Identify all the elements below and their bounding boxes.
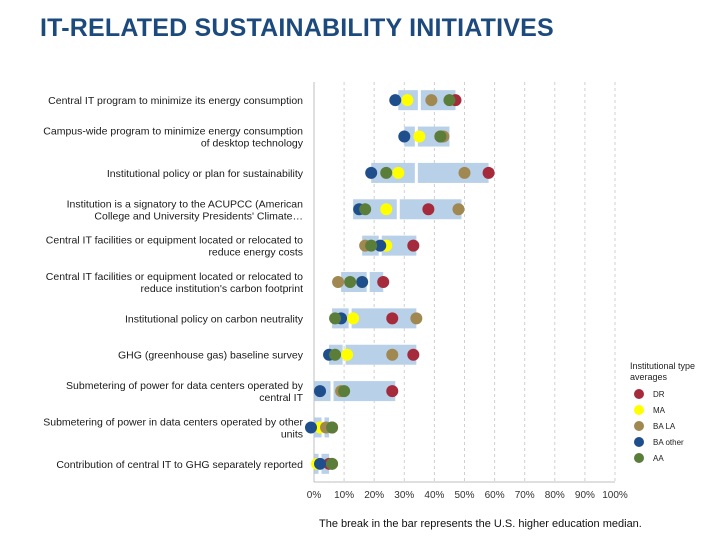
x-tick-label: 30%	[394, 490, 414, 501]
range-bar-high	[369, 272, 384, 292]
x-tick-label: 20%	[364, 490, 384, 501]
category-label: Central IT program to minimize its energ…	[48, 95, 303, 107]
slide-title: IT-RELATED SUSTAINABILITY INITIATIVES	[40, 14, 554, 42]
x-tick-label: 100%	[602, 490, 628, 501]
data-point-ba-other	[365, 166, 378, 179]
data-point-ba-other	[356, 276, 369, 288]
data-point-ba-la	[458, 166, 471, 179]
legend-label: BA other	[653, 438, 684, 447]
data-point-aa	[326, 421, 339, 434]
data-point-aa	[338, 385, 351, 398]
data-point-dr	[407, 348, 420, 361]
x-tick-label: 80%	[545, 490, 565, 501]
x-tick-label: 10%	[334, 490, 354, 501]
footnote: The break in the bar represents the U.S.…	[319, 518, 642, 530]
data-point-ma	[341, 348, 354, 361]
range-bar-high	[351, 308, 417, 329]
data-point-aa	[329, 312, 342, 325]
data-point-aa	[434, 130, 447, 143]
category-label: central IT	[259, 392, 303, 404]
data-point-ba-other	[398, 130, 411, 143]
category-label: reduce energy costs	[208, 247, 303, 259]
data-point-aa	[326, 457, 339, 470]
legend-title: Institutional type averages	[630, 361, 696, 382]
x-tick-label: 90%	[575, 490, 595, 501]
data-point-ba-other	[314, 385, 327, 398]
range-bar-high	[345, 344, 417, 365]
data-point-dr	[422, 203, 435, 216]
data-point-ba-la	[410, 312, 423, 325]
data-point-ma	[347, 312, 360, 325]
category-label: units	[281, 428, 303, 440]
data-point-dr	[377, 276, 390, 288]
data-point-aa	[344, 276, 357, 288]
legend-swatch	[634, 389, 644, 399]
data-point-dr	[386, 312, 399, 325]
legend-swatch	[634, 437, 644, 447]
data-point-aa	[359, 203, 372, 216]
data-point-dr	[482, 166, 495, 179]
data-point-aa	[365, 239, 378, 252]
x-tick-labels: 0% 10% 20% 30% 40% 50% 60% 70% 80% 90% 100%	[307, 490, 628, 501]
category-label: GHG (greenhouse gas) baseline survey	[118, 350, 304, 362]
data-point-ba-la	[332, 276, 345, 288]
data-point-dr	[407, 239, 420, 252]
range-bar-high	[333, 381, 396, 402]
x-tick-label: 0%	[307, 490, 322, 501]
x-tick-label: 40%	[424, 490, 444, 501]
data-point-ba-other	[374, 239, 387, 252]
data-point-aa	[329, 348, 342, 361]
category-labels: Central IT program to minimize its energ…	[43, 95, 303, 471]
data-point-ba-other	[304, 421, 317, 434]
legend-swatch	[634, 453, 644, 463]
category-label: Institutional policy or plan for sustain…	[107, 168, 304, 180]
legend-label: DR	[653, 390, 665, 399]
data-point-aa	[443, 94, 456, 107]
category-label: Campus-wide program to minimize energy c…	[43, 126, 303, 138]
data-point-ba-other	[314, 457, 327, 470]
data-point-ba-la	[452, 203, 465, 216]
range-bar-high	[417, 162, 489, 183]
category-label: of desktop technology	[201, 138, 304, 150]
legend-swatch	[634, 421, 644, 431]
category-label: Institution is a signatory to the ACUPCC…	[67, 198, 304, 210]
category-label: reduce institution's carbon footprint	[140, 283, 303, 295]
range-bar-high	[381, 235, 417, 256]
category-label: Submetering of power in data centers ope…	[43, 416, 303, 428]
legend-label: AA	[653, 454, 664, 463]
legend-swatch	[634, 405, 644, 415]
legend-label: BA LA	[653, 422, 676, 431]
data-points	[304, 94, 495, 470]
data-point-ma	[392, 166, 405, 179]
x-tick-label: 70%	[515, 490, 535, 501]
x-tick-label: 50%	[454, 490, 474, 501]
data-point-ma	[401, 94, 414, 107]
category-label: Central IT facilities or equipment locat…	[46, 235, 303, 247]
category-label: Submetering of power for data centers op…	[66, 380, 304, 392]
data-point-dr	[386, 385, 399, 398]
data-point-ba-other	[389, 94, 402, 107]
data-point-ba-la	[386, 348, 399, 361]
axes	[313, 82, 615, 483]
data-point-ma	[380, 203, 393, 216]
category-label: College and University Presidents' Clima…	[94, 210, 303, 222]
category-label: Institutional policy on carbon neutralit…	[125, 313, 304, 325]
x-tick-label: 60%	[485, 490, 505, 501]
data-point-aa	[380, 166, 393, 179]
legend-label: MA	[653, 406, 665, 415]
data-point-ba-la	[425, 94, 438, 107]
data-point-ma	[413, 130, 426, 143]
category-label: Contribution of central IT to GHG separa…	[56, 459, 303, 471]
category-label: Central IT facilities or equipment locat…	[46, 271, 303, 283]
